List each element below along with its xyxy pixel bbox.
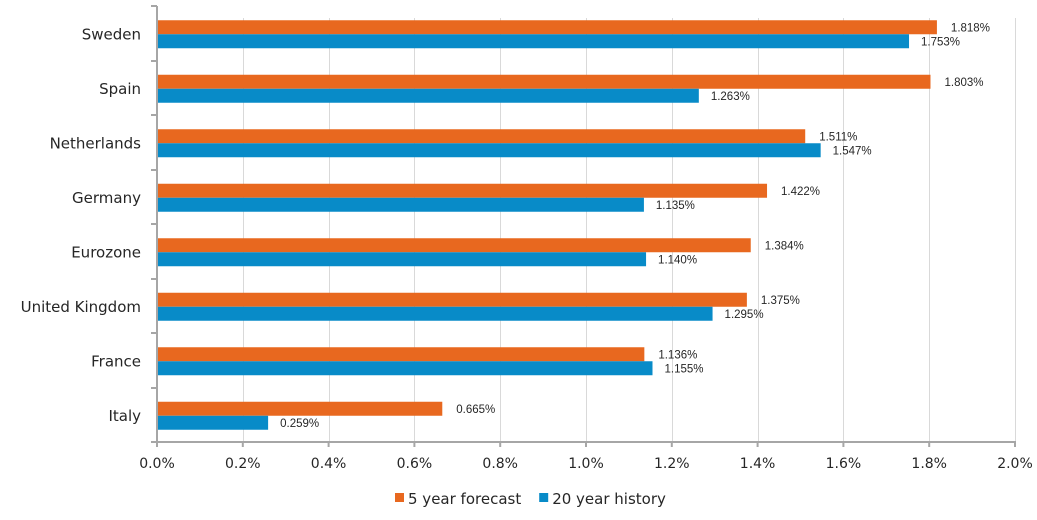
x-tick-label: 0.2% (225, 456, 261, 472)
data-label: 1.136% (658, 349, 697, 361)
bar-forecast (157, 129, 806, 144)
data-label: 1.135% (656, 200, 695, 212)
x-tick-label: 0.6% (397, 456, 433, 472)
data-label: 1.295% (725, 309, 764, 321)
legend-swatch (395, 493, 404, 502)
data-label: 0.665% (456, 404, 495, 416)
data-label: 1.422% (781, 186, 820, 198)
x-tick-label: 1.2% (654, 456, 690, 472)
x-tick-label: 1.8% (911, 456, 947, 472)
data-label: 1.375% (761, 295, 800, 307)
data-label: 1.511% (819, 131, 857, 143)
data-label: 1.384% (765, 240, 804, 252)
x-tick-label: 0.0% (139, 456, 175, 472)
axes (151, 5, 1016, 447)
legend-swatch (539, 493, 549, 502)
category-label: Eurozone (71, 243, 141, 261)
category-label: Sweden (82, 25, 141, 43)
legend-item: 5 year forecast (395, 490, 521, 508)
x-tick-label: 1.4% (740, 456, 776, 472)
labels: 1.818% 1.753% Sweden 1.803% 1.263% Spain 1.511… (21, 22, 1033, 472)
bar-history (157, 197, 644, 212)
bar-forecast (157, 401, 443, 416)
x-tick-label: 1.6% (826, 456, 862, 472)
bar-forecast (157, 238, 751, 253)
legend: 5 year forecast 20 year history (395, 490, 666, 508)
bar-forecast (157, 74, 931, 89)
category-label: United Kingdom (21, 298, 141, 316)
x-tick-label: 1.0% (568, 456, 604, 472)
category-label: France (91, 352, 141, 370)
legend-item: 20 year history (539, 490, 666, 508)
legend-label: 20 year history (552, 490, 666, 508)
bar-history (157, 143, 821, 158)
x-tick-label: 2.0% (997, 456, 1033, 472)
bar-history (157, 88, 699, 103)
data-label: 0.259% (280, 418, 319, 430)
bar-history (157, 415, 269, 430)
bar-forecast (157, 292, 747, 307)
bar-history (157, 306, 713, 321)
bar-forecast (157, 20, 937, 35)
legend-label: 5 year forecast (408, 490, 521, 508)
bar-history (157, 361, 653, 376)
bar-forecast (157, 347, 645, 362)
data-label: 1.263% (711, 91, 750, 103)
category-label: Germany (72, 189, 141, 207)
data-label: 1.547% (833, 145, 872, 157)
bar-history (157, 252, 647, 267)
data-label: 1.818% (951, 22, 990, 34)
bar-history (157, 34, 910, 49)
data-label: 1.140% (658, 254, 697, 266)
bars (157, 20, 937, 430)
category-label: Spain (99, 80, 141, 98)
data-label: 1.155% (664, 363, 703, 375)
category-label: Italy (108, 407, 141, 425)
x-tick-label: 0.8% (482, 456, 518, 472)
data-label: 1.803% (944, 77, 983, 89)
x-tick-label: 0.4% (311, 456, 347, 472)
category-label: Netherlands (50, 134, 142, 152)
data-label: 1.753% (921, 36, 960, 48)
bar-forecast (157, 183, 768, 198)
